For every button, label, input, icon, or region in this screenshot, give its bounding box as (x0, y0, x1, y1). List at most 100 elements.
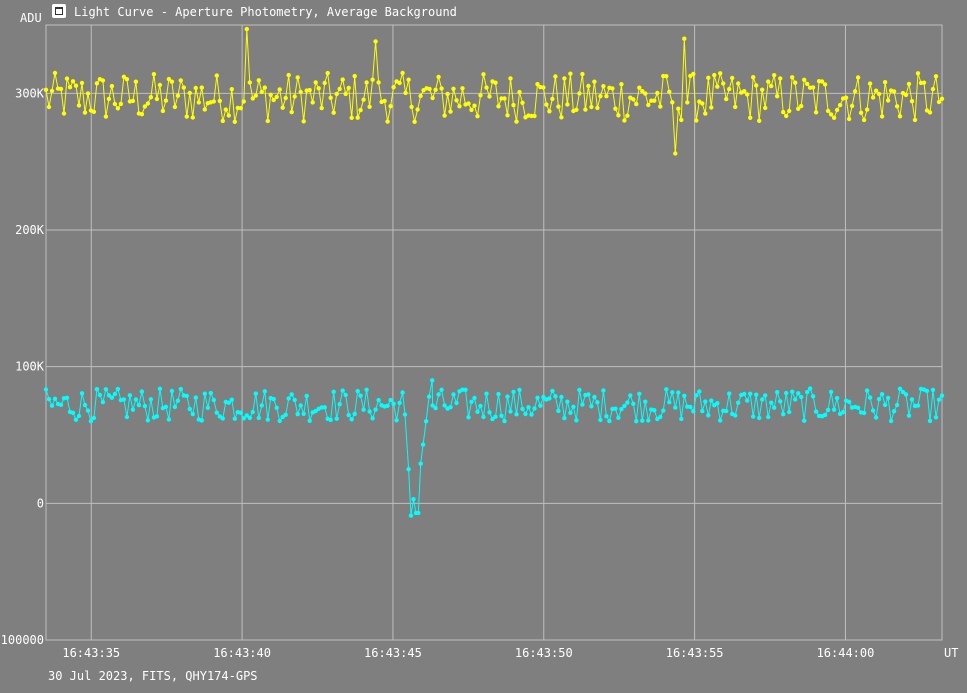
data-point (109, 395, 115, 400)
data-point (885, 395, 891, 401)
data-point (397, 400, 402, 406)
data-point (535, 82, 540, 87)
data-point (867, 395, 873, 400)
data-point (478, 403, 483, 409)
data-point (772, 73, 777, 78)
data-point (664, 387, 669, 392)
data-point (307, 87, 312, 93)
data-point (532, 406, 537, 411)
x-tick-label: 16:43:50 (515, 646, 573, 660)
data-point (280, 105, 285, 110)
data-point (733, 104, 738, 110)
data-point (418, 461, 423, 466)
data-point (796, 106, 801, 112)
data-point (346, 85, 351, 91)
data-point (592, 394, 597, 400)
plot-frame (45, 24, 943, 641)
data-point (361, 97, 366, 102)
data-point (673, 405, 678, 410)
data-point (229, 397, 234, 402)
data-point (94, 81, 100, 86)
data-point (646, 102, 651, 108)
data-point (118, 101, 124, 107)
data-point (439, 86, 444, 91)
data-point (517, 387, 522, 393)
data-point (460, 86, 465, 91)
data-point (220, 118, 225, 124)
data-point (382, 98, 387, 104)
data-point (241, 416, 246, 421)
data-point (448, 109, 453, 114)
data-point (837, 102, 843, 108)
data-point (373, 39, 378, 44)
data-point (691, 71, 696, 77)
data-point (936, 397, 942, 402)
data-point (487, 94, 492, 99)
data-point (433, 87, 438, 93)
data-point (136, 402, 142, 408)
data-point (148, 397, 154, 402)
data-point (472, 103, 477, 108)
data-point (481, 414, 486, 420)
data-point (757, 118, 762, 124)
data-point (211, 397, 216, 403)
data-point (727, 86, 732, 92)
data-point (697, 389, 702, 394)
data-point (787, 108, 792, 114)
data-point (355, 115, 360, 120)
data-point (529, 412, 534, 417)
data-point (388, 104, 393, 109)
data-point (493, 80, 498, 85)
data-point (870, 408, 876, 413)
data-point (298, 403, 303, 408)
data-point (61, 111, 67, 116)
data-point (924, 388, 930, 394)
data-point (316, 86, 321, 91)
data-point (49, 88, 55, 94)
data-point (616, 113, 621, 118)
data-point (813, 409, 819, 414)
data-point (667, 400, 672, 405)
data-point (613, 106, 618, 111)
data-point (451, 392, 456, 397)
data-point (634, 419, 639, 424)
data-point (373, 407, 378, 412)
data-point (897, 386, 903, 391)
data-point (846, 399, 852, 404)
data-point (283, 412, 288, 417)
data-point (691, 409, 696, 414)
data-point (475, 114, 480, 119)
data-point (574, 107, 579, 113)
data-point (703, 111, 708, 116)
data-point (46, 397, 52, 402)
data-point (358, 393, 363, 398)
data-point (343, 392, 348, 398)
data-point (259, 89, 264, 95)
data-point (640, 89, 645, 94)
data-point (670, 390, 675, 395)
data-point (106, 393, 112, 398)
data-point (469, 399, 474, 404)
data-point (598, 94, 603, 99)
data-point (790, 75, 795, 80)
data-point (805, 81, 810, 87)
data-point (568, 410, 573, 415)
data-point (709, 105, 714, 110)
data-point (430, 95, 435, 101)
data-point (73, 417, 79, 422)
data-point (70, 79, 76, 84)
data-point (43, 387, 49, 392)
data-point (589, 404, 594, 409)
data-point (250, 96, 255, 101)
data-point (58, 402, 64, 407)
data-point (265, 417, 270, 422)
data-point (831, 115, 837, 121)
data-point (43, 87, 49, 93)
data-point (406, 77, 411, 82)
data-point (244, 26, 249, 32)
data-point (184, 114, 189, 119)
series-comparison-star (43, 26, 945, 156)
data-point (352, 411, 357, 417)
app-icon[interactable] (52, 4, 66, 18)
data-point (187, 406, 192, 412)
